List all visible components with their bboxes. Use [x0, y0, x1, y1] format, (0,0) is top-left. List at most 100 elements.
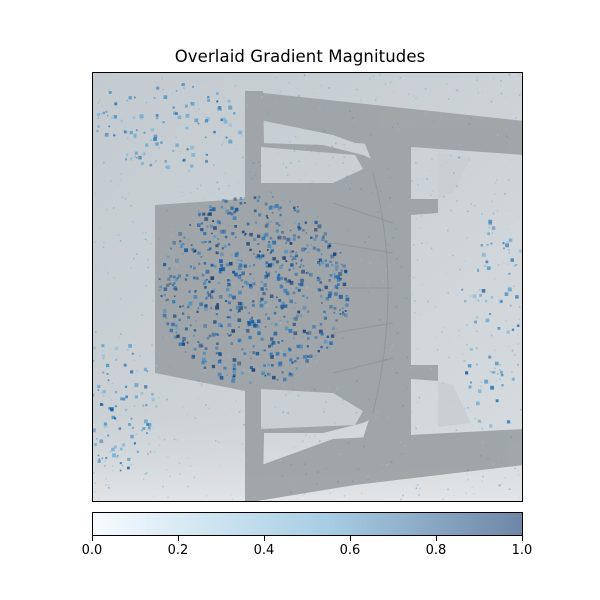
gradient-speckle [207, 213, 210, 216]
gradient-speckle [500, 461, 503, 464]
gradient-speckle [335, 261, 338, 265]
gradient-speckle [101, 400, 103, 402]
gradient-speckle [294, 135, 297, 138]
gradient-speckle [387, 167, 389, 170]
gradient-speckle [238, 263, 243, 267]
gradient-speckle [123, 363, 127, 367]
gradient-speckle [180, 151, 182, 154]
gradient-speckle [133, 442, 136, 445]
gradient-speckle [477, 299, 480, 302]
gradient-speckle [248, 370, 250, 373]
gradient-speckle [175, 90, 178, 92]
gradient-speckle [104, 132, 109, 137]
gradient-speckle [408, 93, 410, 96]
gradient-speckle [124, 125, 126, 128]
gradient-speckle [104, 460, 107, 462]
gradient-speckle [127, 457, 131, 461]
chart-title: Overlaid Gradient Magnitudes [174, 47, 426, 66]
gradient-speckle [233, 217, 236, 220]
gradient-speckle [354, 242, 356, 245]
gradient-speckle [293, 148, 296, 150]
gradient-speckle [94, 191, 97, 194]
gradient-speckle [320, 85, 322, 87]
gradient-speckle [417, 184, 419, 186]
gradient-speckle [261, 254, 265, 258]
gradient-speckle [286, 226, 288, 228]
gradient-speckle [129, 130, 133, 135]
gradient-speckle [450, 154, 452, 157]
gradient-speckle [318, 258, 322, 262]
gradient-speckle [210, 296, 212, 298]
gradient-speckle [192, 264, 195, 267]
gradient-speckle [252, 282, 256, 286]
gradient-speckle [289, 162, 292, 164]
colorbar-tick [350, 536, 351, 541]
gradient-speckle [247, 323, 250, 327]
gradient-speckle [289, 246, 292, 249]
gradient-speckle [393, 91, 395, 93]
gradient-speckle [114, 417, 117, 420]
gradient-speckle [140, 429, 143, 432]
gradient-speckle [275, 222, 279, 225]
gradient-speckle [517, 343, 519, 345]
gradient-speckle [487, 89, 490, 92]
gradient-speckle [289, 250, 293, 254]
gradient-speckle [204, 360, 207, 363]
gradient-speckle [487, 458, 489, 460]
gradient-speckle [123, 130, 127, 134]
gradient-speckle [494, 361, 499, 366]
gradient-speckle [289, 296, 291, 299]
gradient-speckle [397, 234, 400, 236]
gradient-speckle [392, 237, 395, 239]
gradient-speckle [200, 241, 203, 243]
gradient-speckle [175, 328, 178, 330]
gradient-speckle [95, 268, 97, 271]
gradient-speckle [227, 283, 229, 286]
gradient-speckle [418, 227, 421, 229]
gradient-speckle [294, 301, 297, 304]
gradient-speckle [506, 263, 509, 266]
gradient-speckle [183, 87, 186, 90]
gradient-speckle [245, 356, 248, 359]
gradient-speckle [223, 141, 225, 144]
gradient-speckle [246, 242, 250, 246]
gradient-speckle [392, 83, 395, 86]
gradient-speckle [304, 173, 306, 175]
gradient-speckle [281, 340, 284, 342]
gradient-speckle [173, 111, 177, 115]
gradient-speckle [277, 363, 282, 367]
gradient-speckle [200, 383, 203, 385]
gradient-speckle [277, 273, 281, 277]
gradient-speckle [128, 344, 132, 348]
gradient-speckle [111, 382, 114, 385]
gradient-speckle [491, 143, 494, 145]
gradient-speckle [333, 312, 336, 314]
colorbar [92, 512, 523, 536]
gradient-speckle [475, 298, 478, 301]
gradient-speckle [173, 438, 176, 441]
gradient-speckle [215, 244, 219, 248]
gradient-speckle [457, 89, 459, 92]
gradient-speckle [497, 438, 500, 440]
gradient-speckle [111, 415, 115, 420]
gradient-speckle [121, 196, 124, 198]
gradient-speckle [197, 271, 200, 274]
gradient-speckle [219, 268, 223, 272]
gradient-speckle [458, 329, 461, 332]
gradient-speckle [243, 267, 245, 270]
gradient-speckle [434, 307, 436, 309]
gradient-speckle [231, 498, 234, 501]
gradient-speckle [406, 387, 409, 389]
gradient-speckle [250, 357, 252, 360]
gradient-speckle [141, 314, 144, 316]
gradient-speckle [207, 96, 210, 99]
gradient-speckle [400, 432, 403, 435]
window-bottom [261, 389, 363, 429]
gradient-speckle [290, 255, 292, 257]
gradient-speckle [257, 368, 260, 370]
gradient-speckle [142, 404, 145, 407]
gradient-speckle [293, 331, 298, 336]
gradient-speckle [237, 318, 242, 322]
gradient-speckle [193, 266, 196, 270]
gradient-speckle [337, 447, 340, 449]
